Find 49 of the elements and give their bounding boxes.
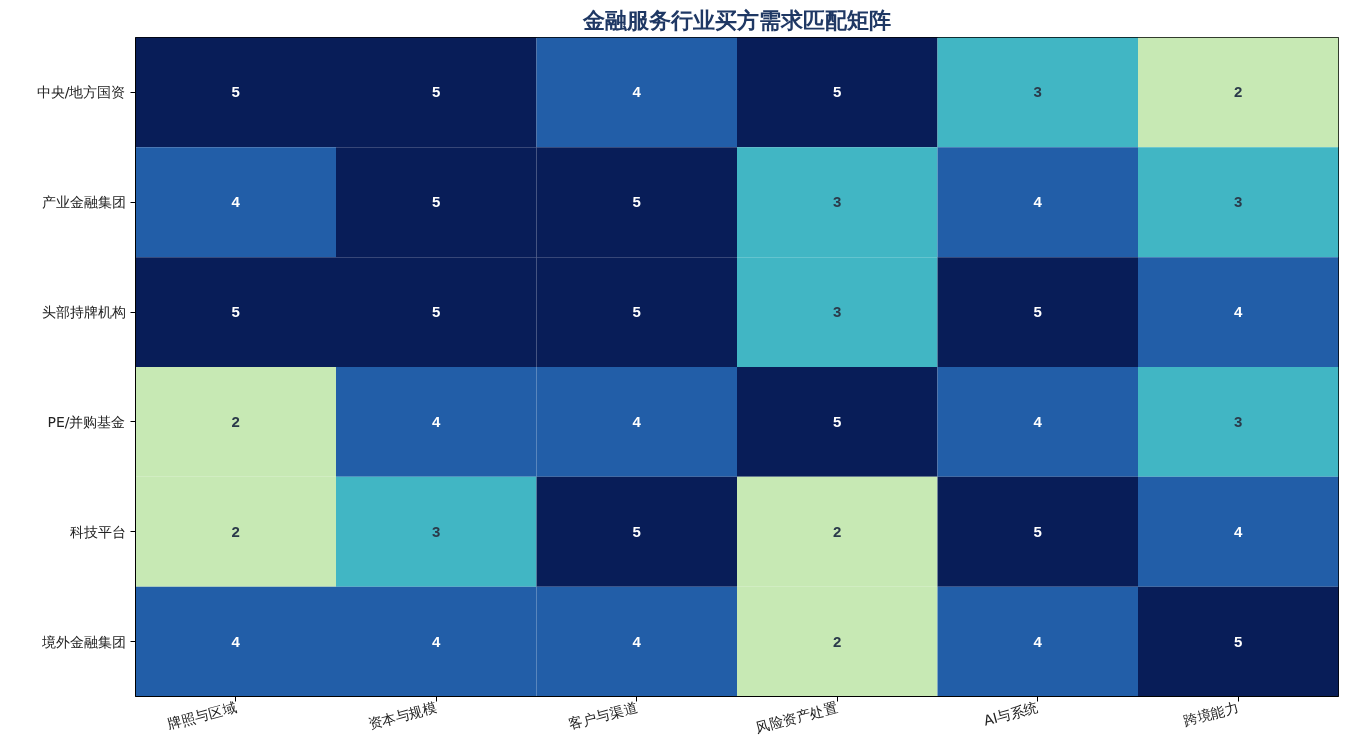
data-label: 4	[1234, 522, 1244, 540]
x-tick-label: 牌照与区域	[166, 698, 238, 733]
data-label: 5	[833, 412, 842, 430]
data-label: 4	[632, 632, 642, 650]
data-label: 5	[231, 83, 240, 101]
data-label: 3	[432, 522, 441, 540]
x-tick-label: AI与系统	[981, 698, 1040, 729]
data-label: 5	[1033, 303, 1042, 321]
data-label: 4	[1234, 303, 1244, 321]
data-label: 3	[1234, 193, 1243, 211]
data-label: 4	[432, 412, 442, 430]
data-label: 5	[632, 522, 641, 540]
y-tick-label: 产业金融集团	[41, 194, 126, 211]
data-label: 5	[833, 83, 842, 101]
data-label: 4	[632, 412, 642, 430]
data-label: 2	[231, 412, 240, 430]
data-label: 3	[1033, 83, 1042, 101]
data-label: 3	[1234, 412, 1243, 430]
y-tick-label: PE/并购基金	[47, 413, 126, 430]
data-label: 5	[231, 303, 240, 321]
x-tick-label: 风险资产处置	[754, 698, 840, 736]
data-label: 5	[432, 303, 441, 321]
data-label: 5	[1033, 522, 1042, 540]
data-label: 5	[1234, 632, 1243, 650]
x-tick-label: 客户与渠道	[567, 698, 639, 733]
data-label: 4	[231, 632, 241, 650]
x-tick-label: 跨境能力	[1182, 698, 1241, 729]
data-label: 4	[1033, 193, 1043, 211]
y-tick-label: 境外金融集团	[40, 633, 126, 650]
data-label: 5	[632, 193, 641, 211]
data-label: 2	[833, 522, 842, 540]
y-tick-label: 头部持牌机构	[41, 304, 126, 321]
data-label: 2	[833, 632, 842, 650]
data-label: 4	[632, 83, 642, 101]
x-tick-label: 资本与规模	[366, 698, 439, 733]
data-label: 2	[1234, 83, 1243, 101]
data-label: 4	[432, 632, 442, 650]
data-label: 4	[1033, 632, 1043, 650]
data-label: 5	[432, 83, 441, 101]
y-tick-label: 科技平台	[69, 523, 126, 540]
chart-title: 金融服务行业买方需求匹配矩阵	[582, 7, 891, 33]
data-label: 5	[632, 303, 641, 321]
data-label: 3	[833, 303, 842, 321]
data-label: 3	[833, 193, 842, 211]
data-label: 4	[1033, 412, 1043, 430]
data-label: 5	[432, 193, 441, 211]
data-label: 2	[231, 522, 240, 540]
y-tick-label: 中央/地方国资	[36, 84, 126, 101]
data-label: 4	[231, 193, 241, 211]
